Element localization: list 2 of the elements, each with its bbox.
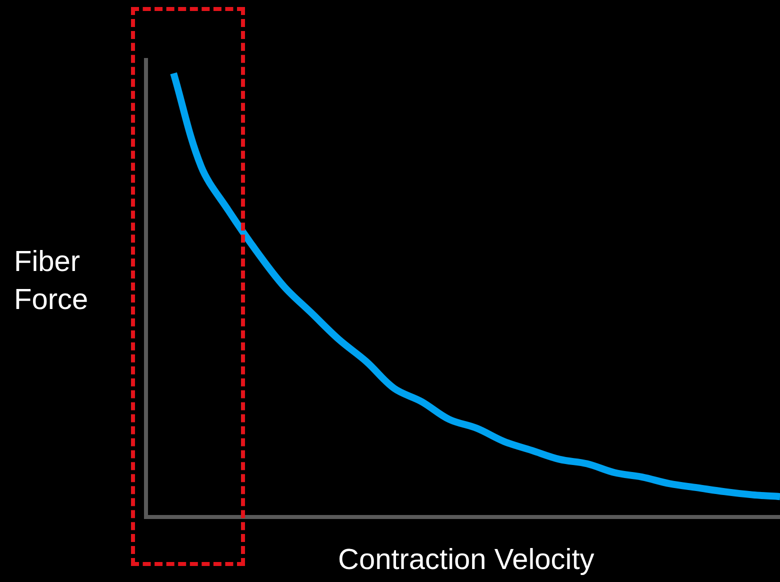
y-axis-title: Fiber Force — [14, 245, 90, 318]
x-axis-title: Contraction Velocity — [338, 544, 594, 577]
